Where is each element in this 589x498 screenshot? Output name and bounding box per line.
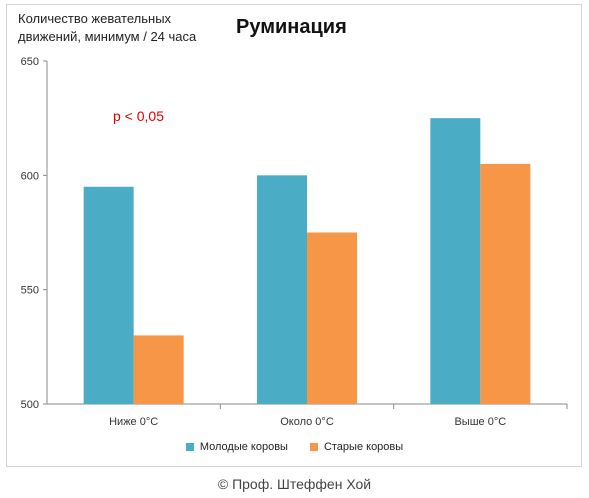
y-tick-label: 500 (21, 399, 39, 411)
x-tick-label: Выше 0°C (454, 416, 506, 428)
bar (257, 175, 307, 404)
bar (83, 186, 134, 404)
legend-item-old: Старые коровы (309, 441, 404, 453)
legend-swatch-young (185, 443, 194, 451)
x-tick-label: Около 0°C (280, 416, 334, 428)
y-tick-label: 600 (21, 170, 39, 182)
y-axis-label: Количество жевательных движений, минимум… (18, 11, 197, 44)
bar (307, 232, 357, 404)
bar (133, 335, 184, 404)
legend-item-young: Молодые коровы (185, 441, 288, 453)
chart-title: Руминация (236, 16, 347, 38)
y-tick-label: 650 (21, 56, 39, 68)
legend: Молодые коровы Старые коровы (0, 441, 589, 453)
legend-label-young: Молодые коровы (199, 441, 288, 453)
x-tick-label: Ниже 0°C (109, 416, 158, 428)
bar (480, 163, 531, 404)
bar (430, 118, 481, 405)
copyright-footer: © Проф. Штеффен Хой (217, 476, 372, 492)
y-tick-label: 550 (21, 285, 39, 297)
significance-annotation: p < 0,05 (113, 108, 164, 124)
legend-swatch-old (309, 443, 318, 451)
legend-label-old: Старые коровы (323, 441, 404, 453)
